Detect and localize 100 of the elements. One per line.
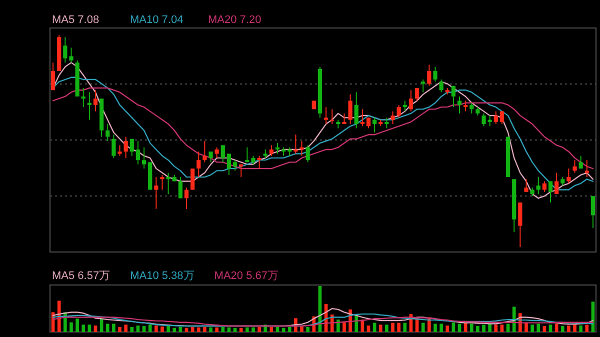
candlestick xyxy=(196,151,201,178)
candlestick xyxy=(500,110,504,125)
bar xyxy=(136,326,140,332)
candlestick xyxy=(300,140,304,156)
bar xyxy=(560,326,564,332)
bar xyxy=(385,324,388,332)
text: MA20 5.67万 xyxy=(214,270,278,282)
candlestick xyxy=(160,174,164,190)
candlestick xyxy=(232,160,238,172)
candlestick xyxy=(427,64,432,86)
bar xyxy=(148,324,152,332)
candlestick xyxy=(536,176,540,194)
bar xyxy=(476,326,480,332)
bar xyxy=(130,326,134,332)
candlestick xyxy=(590,196,596,228)
bar xyxy=(252,327,255,332)
candlestick xyxy=(572,160,577,174)
candlestick xyxy=(324,106,328,125)
bar xyxy=(94,326,98,332)
candlestick xyxy=(439,79,444,93)
candlestick xyxy=(348,94,352,125)
candlestick xyxy=(184,187,189,210)
bar xyxy=(470,324,474,332)
bar xyxy=(506,324,510,332)
candlestick xyxy=(239,164,244,178)
candlestick xyxy=(63,36,68,64)
bar xyxy=(434,324,437,332)
candlestick xyxy=(366,117,371,129)
candlestick xyxy=(402,100,407,112)
candlestick xyxy=(50,62,56,91)
bar xyxy=(196,327,200,332)
bar xyxy=(209,327,212,332)
bar xyxy=(530,324,534,332)
candlestick xyxy=(470,102,474,114)
candlestick xyxy=(154,176,158,210)
bar xyxy=(354,315,358,332)
candlestick xyxy=(142,146,146,170)
candlestick xyxy=(360,108,364,127)
bar xyxy=(500,324,504,332)
candlestick xyxy=(451,85,456,108)
text: MA5 6.57万 xyxy=(52,270,110,282)
candlestick xyxy=(384,117,389,129)
candlestick xyxy=(518,202,522,248)
bar xyxy=(88,324,92,332)
bar xyxy=(536,324,540,332)
candlestick xyxy=(488,115,492,127)
bar xyxy=(82,324,86,332)
candlestick xyxy=(390,110,395,125)
candlestick xyxy=(69,47,74,64)
candlestick xyxy=(214,146,219,158)
bar xyxy=(106,324,110,332)
candlestick xyxy=(178,176,182,199)
bar xyxy=(567,326,570,332)
candlestick xyxy=(118,144,122,156)
bar xyxy=(215,327,218,332)
bar xyxy=(70,322,73,332)
candlestick xyxy=(554,172,559,194)
bar xyxy=(482,324,486,332)
bar xyxy=(524,322,528,332)
candlestick xyxy=(106,124,110,142)
bar xyxy=(548,324,552,332)
candlestick xyxy=(190,168,195,190)
bar xyxy=(154,326,158,332)
bar xyxy=(446,326,450,332)
candlestick xyxy=(136,140,140,165)
candlestick xyxy=(220,144,225,163)
bar xyxy=(221,326,225,332)
candlestick xyxy=(396,104,401,118)
candlestick xyxy=(330,108,334,125)
candlestick xyxy=(457,96,462,114)
bar xyxy=(458,324,462,332)
bar xyxy=(579,326,582,332)
bar xyxy=(112,324,116,332)
text: MA10 5.38万 xyxy=(130,270,194,282)
candlestick xyxy=(421,79,426,93)
candlestick xyxy=(130,138,134,156)
bar xyxy=(246,327,249,332)
bar xyxy=(342,322,346,332)
bar xyxy=(366,326,370,332)
bar xyxy=(142,326,146,332)
bar xyxy=(203,326,206,332)
candlestick xyxy=(414,88,420,102)
bar xyxy=(573,324,576,332)
candlestick xyxy=(306,144,310,163)
candlestick xyxy=(584,160,589,178)
candlestick xyxy=(226,153,232,176)
candlestick xyxy=(124,136,128,158)
candlestick xyxy=(87,92,92,120)
candlestick xyxy=(433,66,438,82)
candlestick xyxy=(166,172,170,194)
text: MA10 7.04 xyxy=(130,14,184,26)
candlestick xyxy=(464,100,468,112)
bar xyxy=(585,324,589,332)
candlestick xyxy=(275,142,280,154)
candlestick xyxy=(112,134,116,158)
bar xyxy=(124,324,128,332)
candlestick xyxy=(269,144,274,156)
bar xyxy=(166,326,170,332)
bar xyxy=(397,322,400,332)
candlestick xyxy=(578,155,583,170)
